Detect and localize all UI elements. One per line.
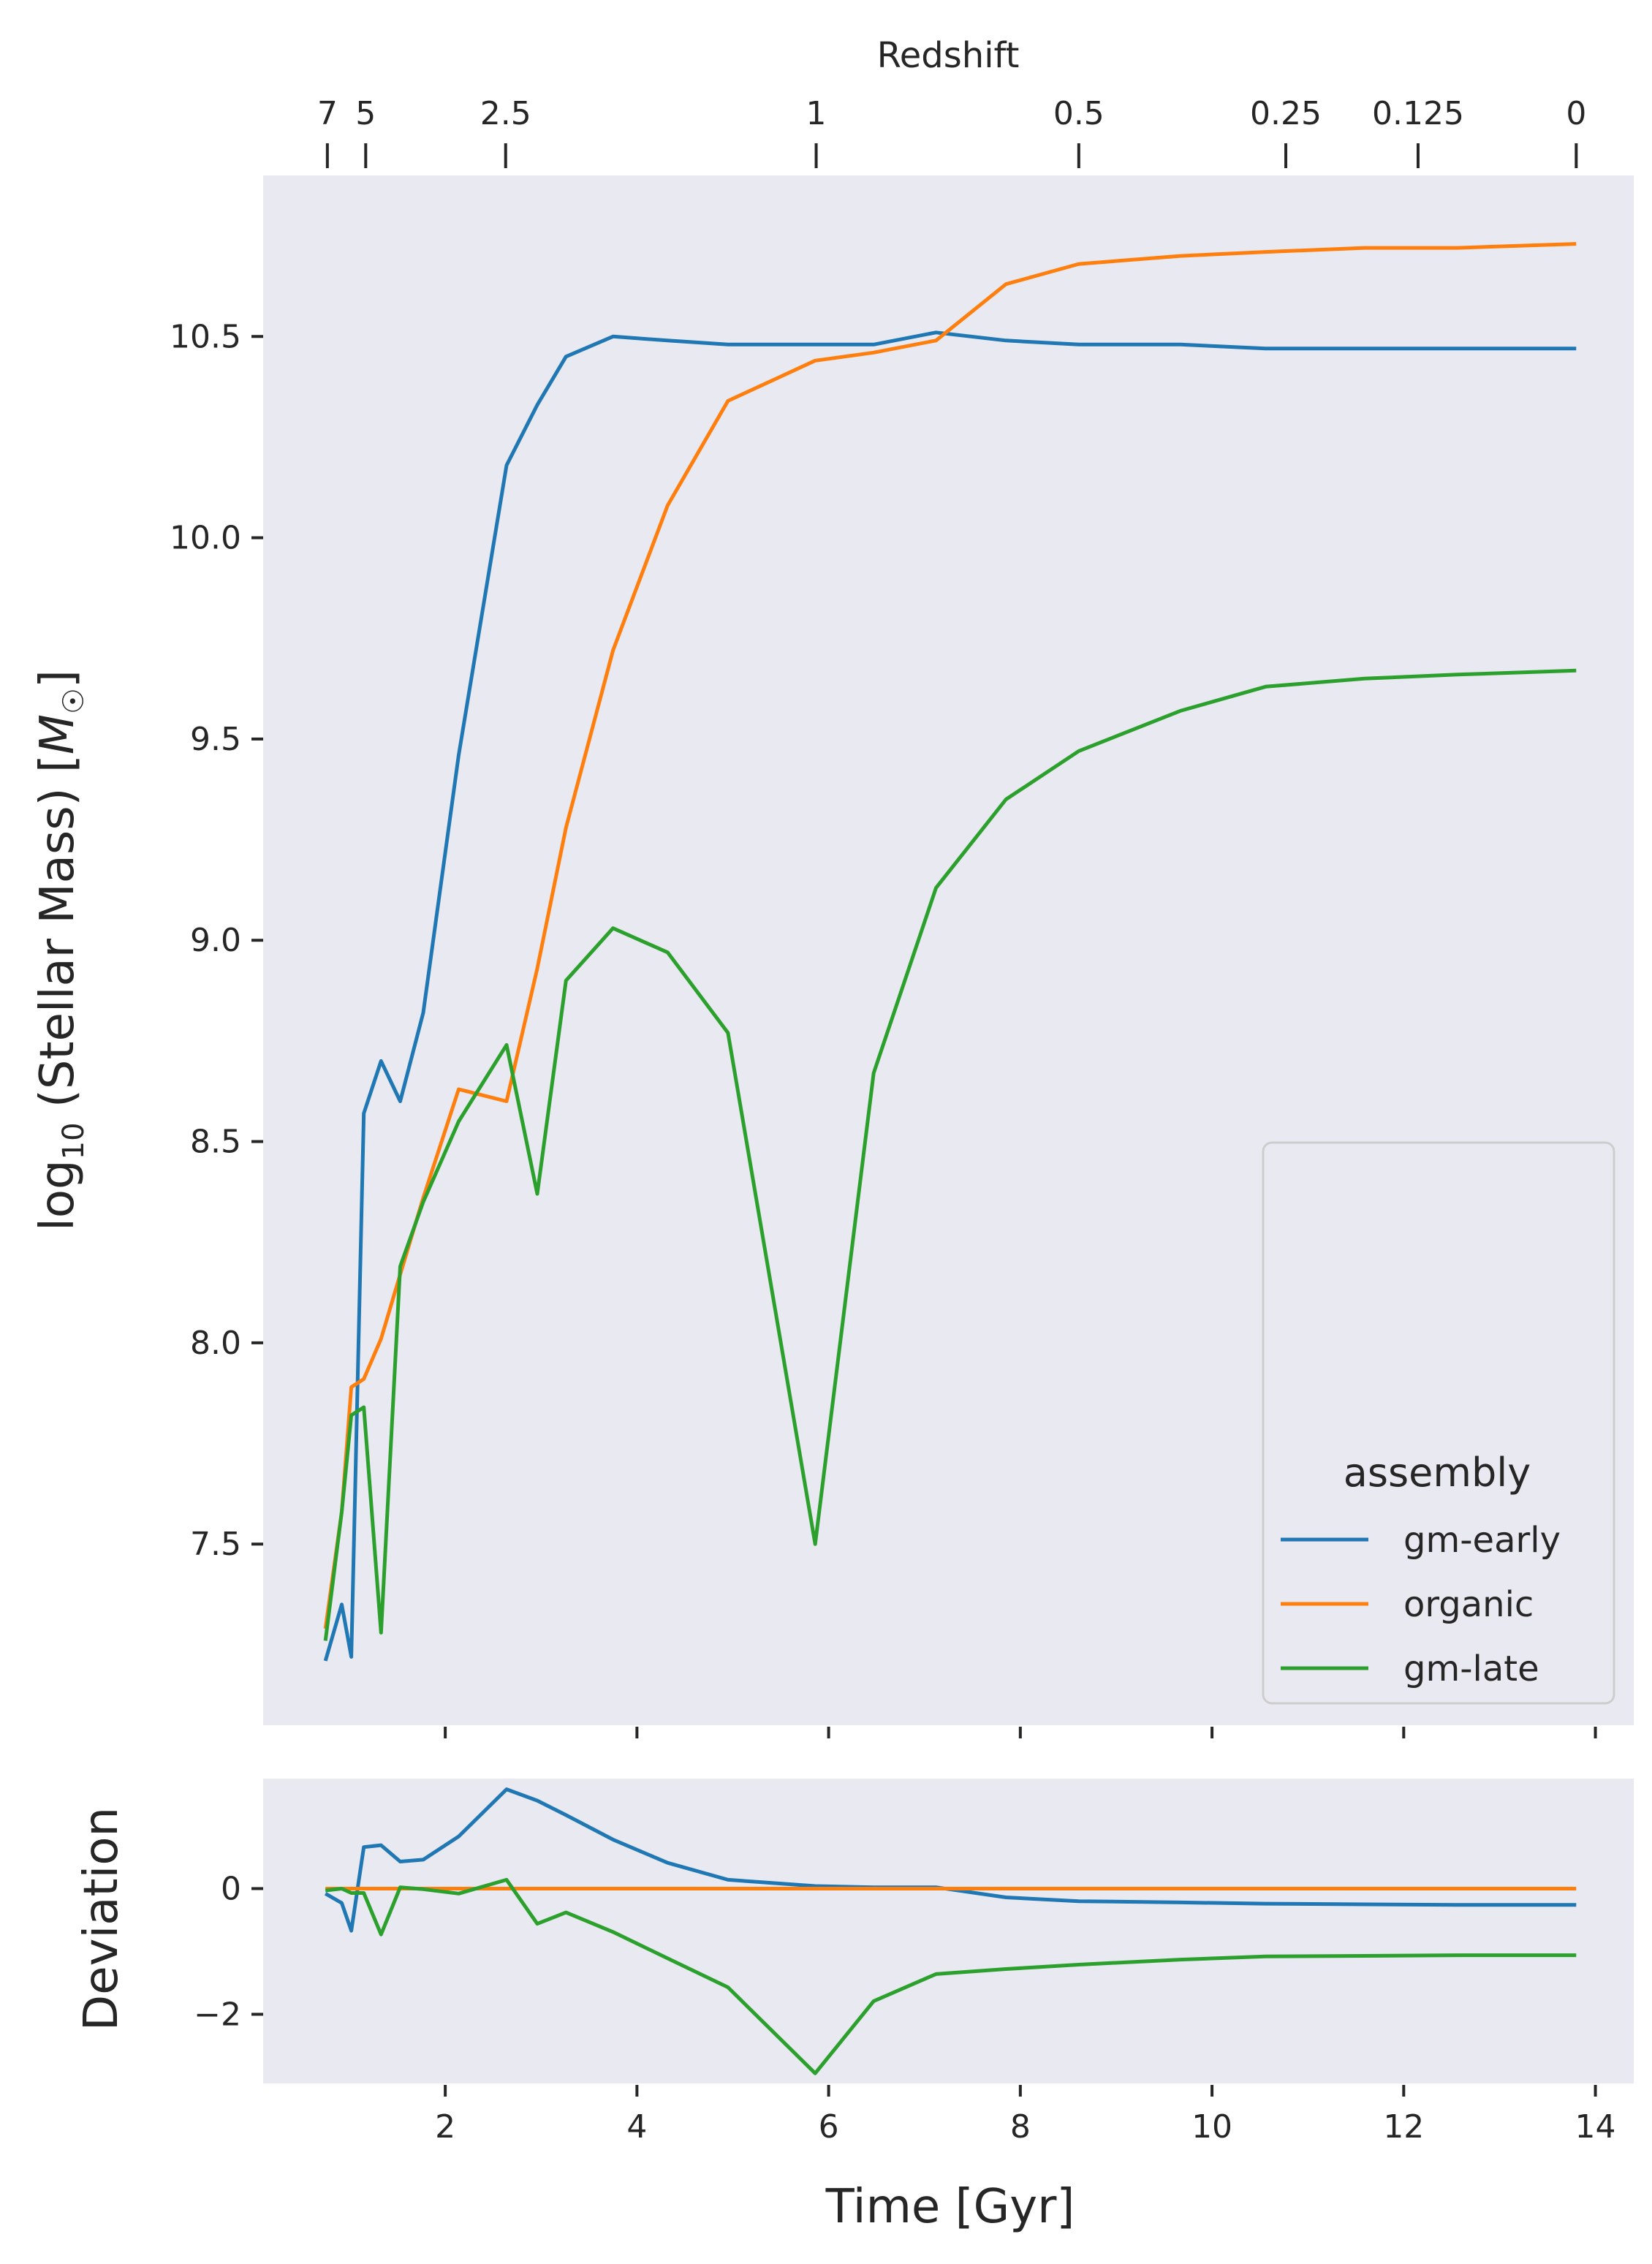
- main-y-tick-label: 10.0: [170, 520, 241, 557]
- time-x-axis: 2 4 6 8 10 12 14: [435, 2085, 1616, 2146]
- main-plot-lines: [323, 242, 1577, 1662]
- redshift-axis: 7 5 2.5 1 0.5 0.25 0.125 0: [317, 95, 1586, 168]
- deviation-y-tick-label: 0: [221, 1870, 241, 1907]
- time-x-tick-label: 8: [1010, 2108, 1031, 2146]
- main-y-tick-label: 9.0: [190, 922, 241, 959]
- redshift-tick-label: 0.125: [1372, 95, 1464, 132]
- redshift-axis-label: Redshift: [877, 35, 1020, 76]
- redshift-tick-label: 0.25: [1250, 95, 1322, 132]
- time-x-tick-label: 10: [1191, 2108, 1232, 2146]
- deviation-plot-area: [263, 1779, 1634, 2083]
- legend-box: [1262, 1141, 1615, 1705]
- redshift-tick-label: 2.5: [480, 95, 531, 132]
- deviation-y-axis: −2 0: [194, 1870, 263, 2033]
- legend-label-gm-late: gm-late: [1403, 1648, 1539, 1689]
- redshift-tick-label: 7: [317, 95, 338, 132]
- time-x-tick-label: 2: [435, 2108, 455, 2146]
- main-y-tick-label: 8.5: [190, 1124, 241, 1161]
- deviation-line-gm-late: [325, 1877, 1577, 2075]
- time-x-axis-label: Time [Gyr]: [825, 2180, 1075, 2234]
- main-y-axis: 7.5 8.0 8.5 9.0 9.5 10.0 10.5: [170, 318, 263, 1563]
- redshift-tick-label: 1: [806, 95, 827, 132]
- time-x-tick-label: 14: [1575, 2108, 1616, 2146]
- series-line-gm-early: [323, 330, 1577, 1662]
- deviation-plot-lines: [324, 1787, 1577, 2075]
- deviation-y-axis-label: Deviation: [75, 1807, 129, 2031]
- time-x-tick-label: 4: [626, 2108, 647, 2146]
- time-x-tick-label: 12: [1383, 2108, 1424, 2146]
- main-y-tick-label: 7.5: [190, 1526, 241, 1563]
- legend-title: assembly: [1344, 1450, 1531, 1496]
- main-y-tick-label: 8.0: [190, 1325, 241, 1362]
- legend-label-gm-early: gm-early: [1403, 1520, 1561, 1561]
- main-y-tick-label: 9.5: [190, 721, 241, 758]
- main-x-tick-marks: [444, 1727, 1597, 1738]
- deviation-line-gm-early: [324, 1787, 1577, 1933]
- main-y-axis-label: log10 (Stellar Mass) [M☉]: [31, 670, 91, 1231]
- deviation-y-tick-label: −2: [194, 1996, 241, 2033]
- series-line-gm-late: [323, 668, 1577, 1641]
- time-x-tick-label: 6: [819, 2108, 839, 2146]
- series-line-organic: [323, 242, 1577, 1629]
- redshift-tick-label: 0: [1566, 95, 1586, 132]
- legend-label-organic: organic: [1403, 1584, 1534, 1625]
- redshift-tick-label: 0.5: [1053, 95, 1105, 132]
- redshift-tick-label: 5: [355, 95, 376, 132]
- legend: assembly gm-early organic gm-late: [1262, 1141, 1615, 1705]
- main-y-tick-label: 10.5: [170, 318, 241, 355]
